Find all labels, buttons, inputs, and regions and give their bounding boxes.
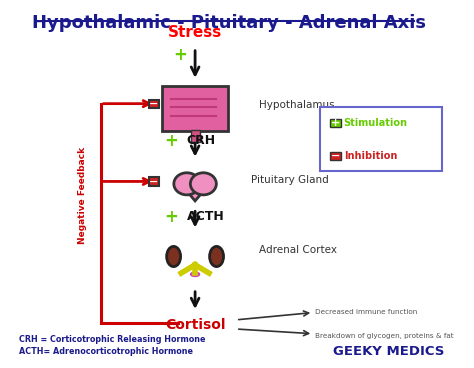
Bar bbox=[149, 100, 159, 109]
Ellipse shape bbox=[210, 247, 224, 266]
FancyBboxPatch shape bbox=[162, 86, 228, 131]
Text: Stress: Stress bbox=[168, 25, 222, 40]
Text: Stimulation: Stimulation bbox=[344, 118, 408, 128]
Text: +: + bbox=[331, 118, 340, 128]
Text: Breakdown of glycogen, proteins & fat: Breakdown of glycogen, proteins & fat bbox=[315, 333, 454, 339]
Text: Decreased immune function: Decreased immune function bbox=[315, 309, 418, 315]
Text: +: + bbox=[173, 46, 187, 64]
Text: CRH = Corticotrophic Releasing Hormone: CRH = Corticotrophic Releasing Hormone bbox=[19, 335, 206, 344]
Text: Negative Feedback: Negative Feedback bbox=[78, 146, 87, 244]
Bar bbox=[330, 152, 341, 160]
Text: ACTH: ACTH bbox=[186, 210, 224, 223]
Polygon shape bbox=[180, 183, 210, 201]
Ellipse shape bbox=[167, 247, 181, 266]
Text: +: + bbox=[164, 208, 178, 226]
Text: Inhibition: Inhibition bbox=[344, 151, 397, 161]
Text: CRH: CRH bbox=[186, 134, 216, 148]
FancyBboxPatch shape bbox=[319, 107, 442, 171]
Text: GEEKY MEDICS: GEEKY MEDICS bbox=[333, 345, 444, 358]
Text: −: − bbox=[331, 151, 340, 161]
Ellipse shape bbox=[191, 272, 200, 276]
Circle shape bbox=[191, 173, 216, 195]
Text: Adrenal Cortex: Adrenal Cortex bbox=[259, 245, 337, 255]
Text: −: − bbox=[149, 99, 158, 109]
FancyBboxPatch shape bbox=[191, 130, 200, 142]
Text: Hypothalamus: Hypothalamus bbox=[259, 100, 334, 110]
Text: −: − bbox=[149, 177, 158, 187]
Bar bbox=[330, 119, 341, 127]
Text: Hypothalamic - Pituitary - Adrenal Axis: Hypothalamic - Pituitary - Adrenal Axis bbox=[32, 14, 427, 32]
Text: Pituitary Gland: Pituitary Gland bbox=[251, 175, 328, 185]
Circle shape bbox=[174, 173, 200, 195]
Text: Cortisol: Cortisol bbox=[165, 318, 225, 332]
Bar bbox=[149, 177, 159, 186]
Text: ACTH= Adrenocorticotrophic Hormone: ACTH= Adrenocorticotrophic Hormone bbox=[19, 347, 193, 356]
Text: +: + bbox=[164, 132, 178, 150]
